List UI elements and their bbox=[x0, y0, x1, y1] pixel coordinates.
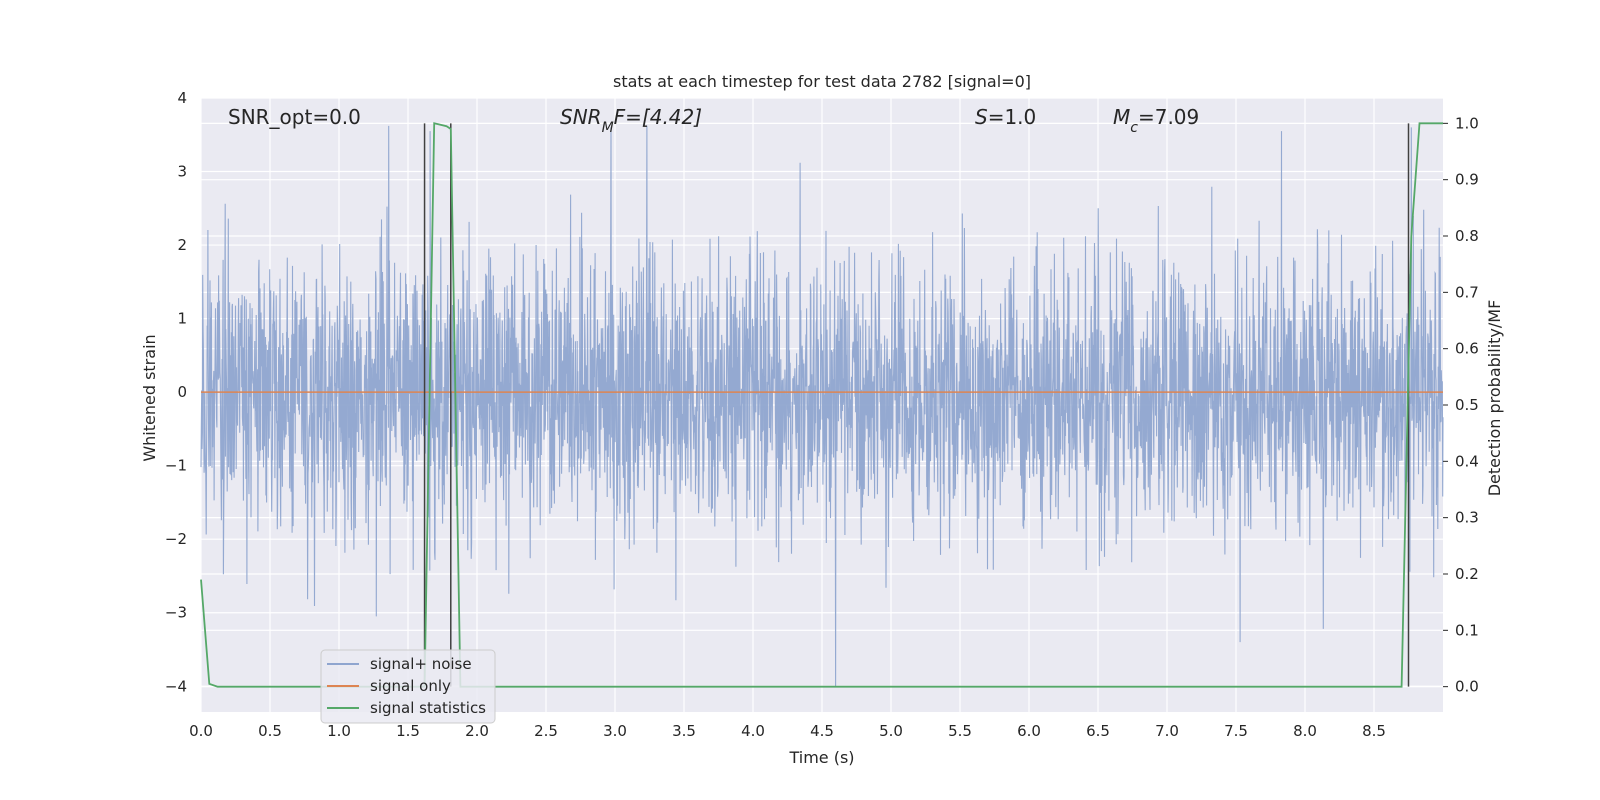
annotation-snr-mf-f: F=[4.42] bbox=[614, 105, 702, 129]
y2-tick-label: 0.8 bbox=[1455, 227, 1479, 245]
y2-tick-label: 0.7 bbox=[1455, 283, 1479, 301]
annotation-s-var: S bbox=[975, 105, 988, 129]
x-axis-label: Time (s) bbox=[788, 748, 854, 767]
x-tick-label: 5.5 bbox=[948, 722, 972, 740]
annotation-snr-mf-base: SNR bbox=[560, 105, 602, 129]
annotation-mc-var: M bbox=[1113, 105, 1130, 129]
x-tick-label: 2.5 bbox=[534, 722, 558, 740]
x-tick-label: 3.0 bbox=[603, 722, 627, 740]
y2-axis-label: Detection probability/MF bbox=[1485, 300, 1504, 497]
signal-plus-noise-line bbox=[200, 125, 1444, 687]
x-tick-label: 4.5 bbox=[810, 722, 834, 740]
y-tick-label: −2 bbox=[165, 530, 187, 548]
y2-tick-label: 0.0 bbox=[1455, 678, 1479, 696]
y2-tick-label: 0.6 bbox=[1455, 340, 1479, 358]
x-tick-label: 3.5 bbox=[672, 722, 696, 740]
x-tick-label: 2.0 bbox=[465, 722, 489, 740]
x-tick-label: 4.0 bbox=[741, 722, 765, 740]
y-tick-label: 2 bbox=[177, 236, 187, 254]
annotation-mc-value: =7.09 bbox=[1138, 105, 1199, 129]
y-tick-label: 0 bbox=[177, 383, 187, 401]
x-tick-label: 8.5 bbox=[1362, 722, 1386, 740]
annotation-snr-opt: SNR_opt=0.0 bbox=[228, 105, 361, 129]
legend-label-signal-statistics: signal statistics bbox=[370, 699, 486, 717]
x-tick-label: 8.0 bbox=[1293, 722, 1317, 740]
legend-box bbox=[320, 649, 496, 724]
y2-tick-label: 0.2 bbox=[1455, 565, 1479, 583]
x-tick-label: 1.5 bbox=[396, 722, 420, 740]
signal-statistics-line bbox=[200, 122, 1443, 688]
y2-tick-label: 0.9 bbox=[1455, 171, 1479, 189]
y-axis-label: Whitened strain bbox=[140, 334, 159, 461]
y2-tick-label: 0.1 bbox=[1455, 621, 1479, 639]
annotation-snr-mf: SNRMF=[4.42] bbox=[560, 105, 702, 136]
axis-ticks: 0.0 0.5 1.0 1.5 2.0 2.5 3.0 3.5 4.0 4.5 5.0 5.5 6.0 6… bbox=[165, 89, 1479, 740]
chart-title: stats at each timestep for test data 278… bbox=[613, 72, 1031, 91]
annotation-mc-sub: c bbox=[1130, 120, 1138, 136]
x-tick-label: 0.0 bbox=[189, 722, 213, 740]
x-tick-label: 7.5 bbox=[1224, 722, 1248, 740]
y-tick-label: 3 bbox=[177, 163, 187, 181]
y-tick-label: −3 bbox=[165, 604, 187, 622]
y2-tick-label: 0.4 bbox=[1455, 452, 1479, 470]
series-signal-statistics bbox=[200, 122, 1443, 688]
x-tick-label: 0.5 bbox=[258, 722, 282, 740]
annotation-snr-mf-sub: M bbox=[602, 120, 614, 136]
y-tick-label: −4 bbox=[165, 677, 187, 695]
y-tick-label: 4 bbox=[177, 89, 187, 107]
x-tick-label: 6.0 bbox=[1017, 722, 1041, 740]
annotation-s-value: =1.0 bbox=[988, 105, 1037, 129]
y2-tick-label: 1.0 bbox=[1455, 114, 1479, 132]
x-tick-label: 1.0 bbox=[327, 722, 351, 740]
x-tick-label: 6.5 bbox=[1086, 722, 1110, 740]
legend-label-signal-only: signal only bbox=[370, 677, 451, 695]
y2-tick-label: 0.5 bbox=[1455, 396, 1479, 414]
y2-tick-label: 0.3 bbox=[1455, 509, 1479, 527]
annotation-s: S=1.0 bbox=[975, 105, 1036, 129]
y-tick-label: −1 bbox=[165, 457, 187, 475]
x-tick-label: 7.0 bbox=[1155, 722, 1179, 740]
annotation-mc: Mc=7.09 bbox=[1113, 105, 1199, 136]
y-tick-label: 1 bbox=[177, 310, 187, 328]
legend: signal+ noise signal only signal statist… bbox=[320, 649, 496, 724]
x-tick-label: 5.0 bbox=[879, 722, 903, 740]
series-signal-plus-noise bbox=[200, 125, 1444, 687]
legend-label-signal-plus-noise: signal+ noise bbox=[370, 655, 472, 673]
